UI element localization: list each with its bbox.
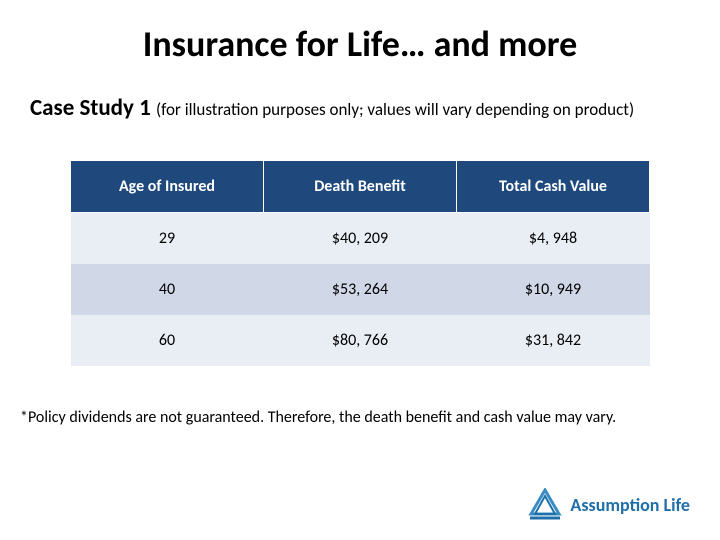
cell-age: 40 bbox=[71, 264, 264, 315]
subtitle-rest: (for illustration purposes only; values … bbox=[156, 99, 634, 120]
col-header-age: Age of Insured bbox=[71, 161, 264, 213]
cell-age: 29 bbox=[71, 213, 264, 265]
col-header-cash: Total Cash Value bbox=[457, 161, 650, 213]
cell-death: $40, 209 bbox=[264, 213, 457, 265]
table-row: 29 $40, 209 $4, 948 bbox=[71, 213, 650, 265]
cell-death: $80, 766 bbox=[264, 315, 457, 366]
table-row: 60 $80, 766 $31, 842 bbox=[71, 315, 650, 366]
table-row: 40 $53, 264 $10, 949 bbox=[71, 264, 650, 315]
slide: Insurance for Life… and more Case Study … bbox=[0, 0, 720, 540]
cell-death: $53, 264 bbox=[264, 264, 457, 315]
cell-age: 60 bbox=[71, 315, 264, 366]
logo-text: Assumption Life bbox=[570, 496, 690, 514]
footnote: *Policy dividends are not guaranteed. Th… bbox=[20, 408, 700, 427]
subtitle-bold: Case Study 1 bbox=[30, 94, 156, 122]
cell-cash: $31, 842 bbox=[457, 315, 650, 366]
logo-icon bbox=[528, 488, 562, 522]
col-header-death: Death Benefit bbox=[264, 161, 457, 213]
table-header-row: Age of Insured Death Benefit Total Cash … bbox=[71, 161, 650, 213]
brand-logo: Assumption Life bbox=[528, 488, 690, 522]
subtitle: Case Study 1 (for illustration purposes … bbox=[30, 94, 690, 122]
case-study-table: Age of Insured Death Benefit Total Cash … bbox=[70, 160, 650, 366]
page-title: Insurance for Life… and more bbox=[0, 22, 720, 66]
cell-cash: $4, 948 bbox=[457, 213, 650, 265]
cell-cash: $10, 949 bbox=[457, 264, 650, 315]
